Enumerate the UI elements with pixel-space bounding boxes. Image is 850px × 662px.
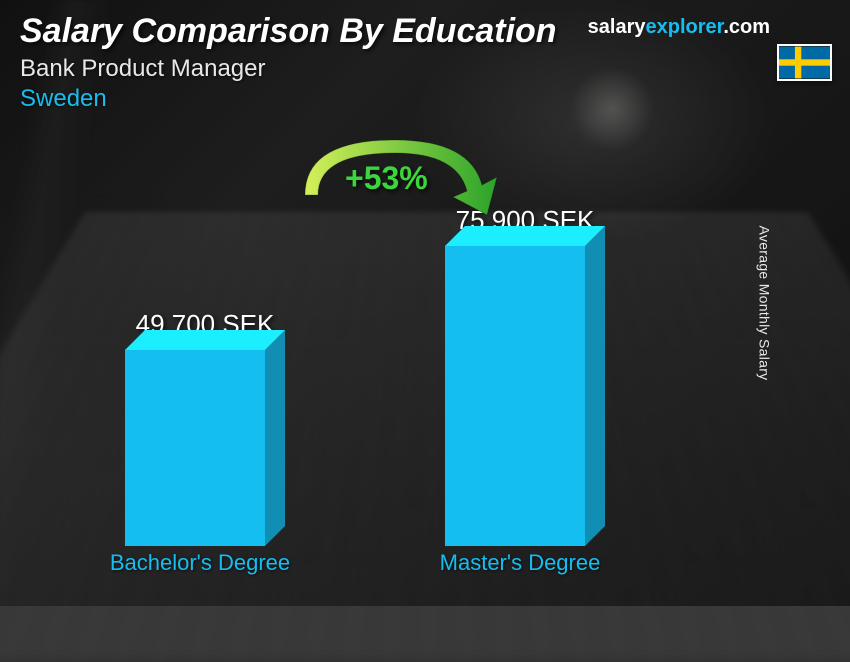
brand-suffix: .com: [723, 16, 770, 38]
country-name: Sweden: [20, 85, 830, 113]
bar-3d: [125, 350, 285, 546]
bar-group: 49,700 SEK: [120, 309, 290, 546]
job-title: Bank Product Manager: [20, 55, 830, 83]
bar-group: 75,900 SEK: [440, 205, 610, 546]
brand-logo: salaryexplorer.com: [588, 16, 770, 39]
increase-percent-label: +53%: [345, 160, 428, 197]
category-label: Bachelor's Degree: [70, 550, 330, 576]
brand-part-2: explorer: [645, 16, 723, 38]
category-label: Master's Degree: [390, 550, 650, 576]
sweden-flag-icon: [777, 44, 832, 81]
brand-part-1: salary: [588, 16, 646, 38]
bar-3d: [445, 246, 605, 546]
bar-chart: 49,700 SEK Bachelor's Degree 75,900 SEK Mas…: [60, 160, 770, 576]
